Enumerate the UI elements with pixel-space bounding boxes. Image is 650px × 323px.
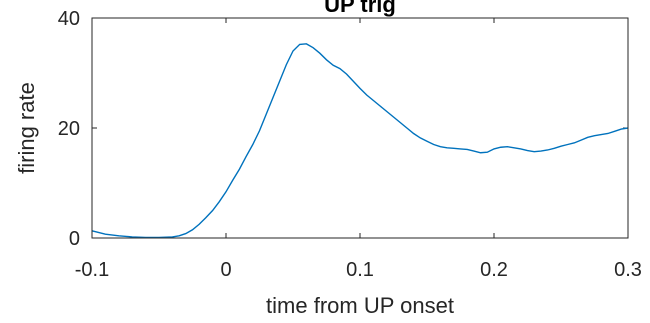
x-tick-label: 0.3 <box>614 259 642 281</box>
axes-box <box>91 17 629 239</box>
x-axis-label: time from UP onset <box>266 293 454 318</box>
x-axis: -0.1 0 0.1 0.2 0.3 <box>75 18 642 281</box>
y-tick-label: 20 <box>58 118 80 140</box>
series-line <box>91 43 629 239</box>
y-tick-label: 40 <box>58 8 80 30</box>
y-axis-label: firing rate <box>14 82 39 174</box>
x-tick-label: -0.1 <box>75 259 109 281</box>
plot-area <box>92 18 628 238</box>
x-tick-label: 0.1 <box>346 259 374 281</box>
x-tick-label: 0 <box>220 259 231 281</box>
x-tick-label: 0.2 <box>480 259 508 281</box>
y-tick-label: 0 <box>69 228 80 250</box>
chart-title: UP trig <box>324 0 396 17</box>
